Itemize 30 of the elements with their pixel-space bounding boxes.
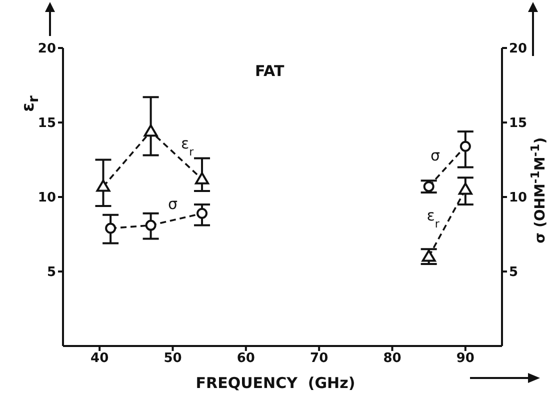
- y-tick-label: 20: [38, 42, 56, 57]
- point: [144, 124, 158, 137]
- point: [196, 208, 208, 219]
- y-tick-label: 15: [38, 116, 56, 132]
- y-tick-label: 5: [46, 265, 56, 280]
- text: ε$_{r}$: [426, 206, 440, 230]
- x-tick-label: 80: [383, 351, 402, 366]
- point: [145, 220, 156, 231]
- x-tick-label: 50: [164, 351, 182, 366]
- series-label: ε$_{r}$: [180, 134, 194, 158]
- point: [96, 180, 110, 192]
- y2-tick-label: 20: [509, 42, 528, 57]
- point: [105, 222, 116, 234]
- y2-tick-label: 15: [509, 116, 528, 132]
- point: [195, 172, 210, 184]
- y2-tick-label: 5: [509, 265, 518, 280]
- y-tick-label: 10: [38, 190, 56, 206]
- text: σ: [430, 146, 440, 165]
- y2-tick-label: 10: [509, 190, 528, 206]
- series-label: σ: [168, 194, 178, 213]
- point: [423, 181, 434, 192]
- point: [458, 182, 472, 195]
- point: [422, 250, 436, 262]
- x-tick-label: 70: [310, 351, 328, 366]
- x-axis-title: FREQUENCY (GHz): [196, 374, 356, 392]
- point: [460, 140, 471, 152]
- text: FAT: [255, 62, 284, 80]
- x-tick-label: 90: [456, 351, 474, 366]
- x-tick-label: 60: [236, 351, 255, 366]
- x-tick-label: 40: [90, 351, 109, 366]
